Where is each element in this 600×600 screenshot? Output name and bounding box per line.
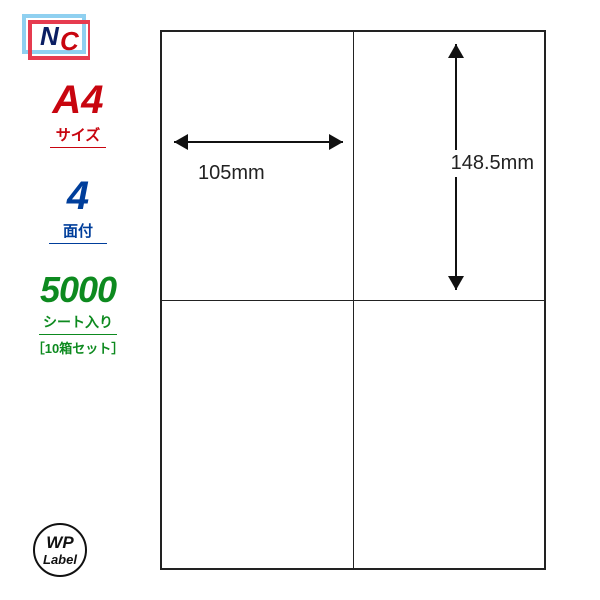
- wp-logo-bottom: Label: [43, 552, 77, 567]
- spec-size-sub: サイズ: [50, 124, 107, 148]
- wp-logo-top: WP: [46, 533, 74, 552]
- arrow-right-icon: [329, 134, 343, 150]
- arrow-up-icon: [448, 44, 464, 58]
- label-spec-figure: N C WP Label A4 サイズ 4 面付 5000 シート入り ［10箱…: [0, 0, 600, 600]
- svg-text:N: N: [40, 21, 60, 51]
- wp-label-logo: WP Label: [32, 522, 88, 578]
- spec-faces-sub: 面付: [49, 220, 107, 244]
- arrow-left-icon: [174, 134, 188, 150]
- spec-faces: 4 面付: [18, 176, 138, 244]
- arrow-down-icon: [448, 276, 464, 290]
- sheet-diagram: 105mm 148.5mm: [160, 30, 546, 570]
- width-dimension-label: 105mm: [198, 162, 265, 185]
- spec-column: A4 サイズ 4 面付 5000 シート入り ［10箱セット］: [18, 80, 138, 385]
- spec-sheets-value: 5000: [18, 272, 138, 308]
- nc-logo: N C: [20, 10, 90, 60]
- width-dimension-arrow: [174, 132, 343, 152]
- spec-size: A4 サイズ: [18, 80, 138, 148]
- svg-text:C: C: [60, 26, 80, 56]
- height-dimension-label: 148.5mm: [451, 150, 534, 177]
- spec-size-value: A4: [18, 80, 138, 120]
- spec-sheets-sub: シート入り: [39, 312, 117, 335]
- horizontal-divider: [162, 300, 544, 301]
- spec-sheets-sub2: ［10箱セット］: [18, 338, 138, 357]
- spec-sheets: 5000 シート入り ［10箱セット］: [18, 272, 138, 357]
- spec-faces-value: 4: [18, 176, 138, 216]
